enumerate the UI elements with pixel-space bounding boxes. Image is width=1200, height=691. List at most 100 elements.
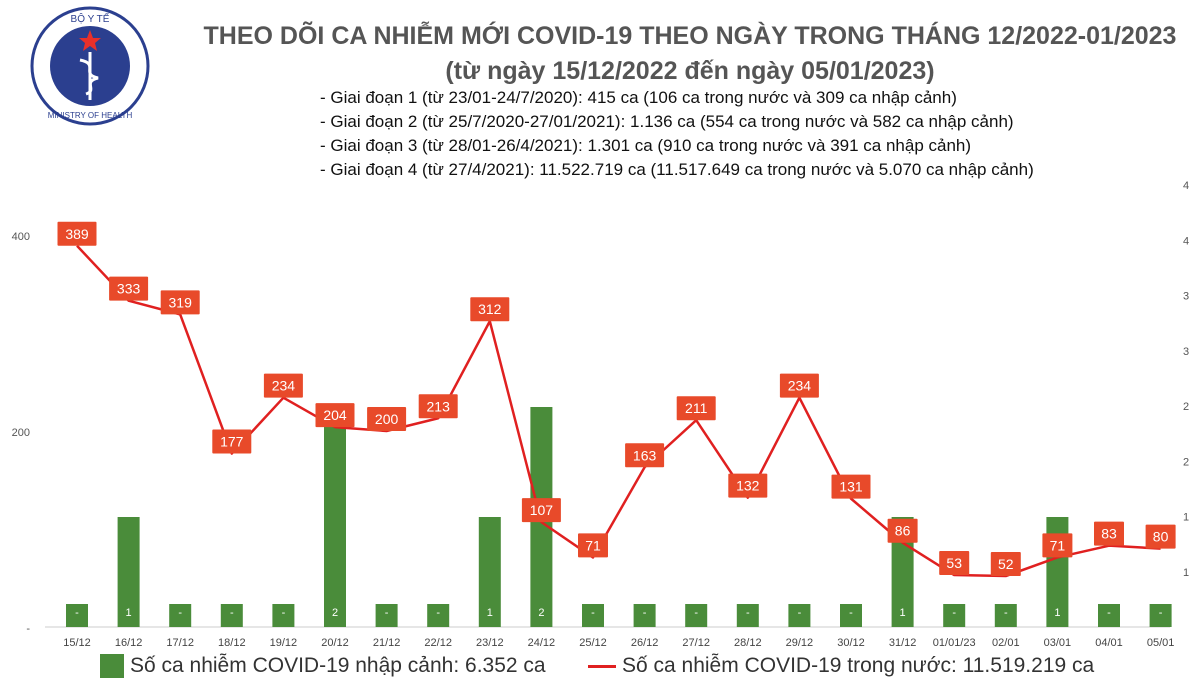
phase-note: - Giai đoạn 4 (từ 27/4/2021): 11.522.719… <box>320 160 1034 179</box>
data-label-23/12: 312 <box>478 301 502 317</box>
bar-label: 1 <box>487 607 493 619</box>
data-label-01/01/23: 53 <box>946 555 962 571</box>
legend-bar: Số ca nhiễm COVID-19 nhập cảnh: 6.352 ca <box>100 654 546 678</box>
bar-label: - <box>1107 607 1111 619</box>
data-label-27/12: 211 <box>685 400 708 416</box>
right-axis-tick: 1 <box>1183 512 1189 524</box>
bar-imported-02/01 <box>994 604 1017 627</box>
left-axis-tick: - <box>26 623 30 635</box>
left-axis-tick: 200 <box>12 427 30 439</box>
data-label-box <box>315 403 355 428</box>
data-label-box <box>990 552 1021 577</box>
data-label-box <box>160 290 200 315</box>
data-label-24/12: 107 <box>530 502 554 518</box>
legend-line-swatch <box>588 664 616 668</box>
category-tick-label: 24/12 <box>528 637 556 649</box>
bar-imported-27/12 <box>685 604 708 627</box>
chart-subtitle: (từ ngày 15/12/2022 đến ngày 05/01/2023) <box>445 57 935 85</box>
category-tick-label: 29/12 <box>786 637 814 649</box>
logo-text-top: BỘ Y TẾ <box>71 12 110 25</box>
right-axis-tick: 2 <box>1183 456 1189 468</box>
bar-imported-25/12 <box>582 604 604 627</box>
data-label-box <box>939 551 970 576</box>
data-label-02/01: 52 <box>998 556 1014 572</box>
bar-label: - <box>643 607 647 619</box>
bar-imported-17/12 <box>169 604 192 627</box>
bar-label: 1 <box>900 607 906 619</box>
bar-label: - <box>436 607 440 619</box>
bar-label: 2 <box>332 607 338 619</box>
bar-label: - <box>178 607 182 619</box>
category-tick-label: 30/12 <box>837 637 865 649</box>
data-label-31/12: 86 <box>895 523 911 539</box>
bar-label: - <box>798 607 802 619</box>
data-label-box <box>1145 524 1176 549</box>
bar-label: - <box>75 607 79 619</box>
bar-imported-31/12 <box>891 517 914 627</box>
data-label-box <box>1094 521 1124 546</box>
bar-imported-28/12 <box>736 604 759 627</box>
bar-imported-30/12 <box>840 604 862 627</box>
category-tick-label: 28/12 <box>734 637 762 649</box>
category-tick-label: 15/12 <box>63 637 91 649</box>
category-tick-label: 25/12 <box>579 637 607 649</box>
data-label-box <box>212 429 252 454</box>
data-label-box <box>470 297 510 322</box>
right-axis-tick: 1 <box>1183 567 1189 579</box>
bar-imported-29/12 <box>788 604 811 627</box>
right-axis-tick: 3 <box>1183 346 1189 358</box>
data-label-25/12: 71 <box>585 537 601 553</box>
data-label-box <box>728 473 768 498</box>
category-tick-label: 02/01 <box>992 637 1020 649</box>
data-label-box <box>57 221 97 246</box>
data-label-box <box>109 276 149 301</box>
right-axis-tick: 4 <box>1183 235 1189 247</box>
bar-imported-18/12 <box>220 604 243 627</box>
data-label-box <box>367 407 407 431</box>
legend-line: Số ca nhiễm COVID-19 trong nước: 11.519.… <box>588 654 1094 678</box>
bar-imported-16/12 <box>117 517 140 627</box>
bar-label: - <box>746 607 750 619</box>
right-axis-tick: 2 <box>1183 401 1189 413</box>
category-tick-label: 26/12 <box>631 637 659 649</box>
bar-imported-19/12 <box>272 604 295 627</box>
category-tick-label: 20/12 <box>321 637 349 649</box>
data-label-21/12: 200 <box>375 411 399 427</box>
data-label-26/12: 163 <box>633 447 657 463</box>
category-tick-label: 19/12 <box>270 637 298 649</box>
ministry-of-health-logo: BỘ Y TẾ MINISTRY OF HEALTH <box>30 6 150 126</box>
data-label-box <box>831 474 871 499</box>
data-label-box <box>625 443 665 468</box>
right-axis-tick: 4 <box>1183 180 1189 192</box>
data-label-30/12: 131 <box>839 479 863 495</box>
data-label-18/12: 177 <box>220 434 244 450</box>
bar-imported-05/01 <box>1149 604 1172 627</box>
category-tick-label: 16/12 <box>115 637 143 649</box>
category-tick-label: 21/12 <box>373 637 401 649</box>
bar-label: - <box>1004 607 1008 619</box>
phase-note: - Giai đoạn 2 (từ 25/7/2020-27/01/2021):… <box>320 112 1014 131</box>
category-tick-label: 23/12 <box>476 637 504 649</box>
bar-label: 2 <box>538 607 544 619</box>
data-label-box <box>887 518 918 543</box>
data-label-box <box>676 396 716 421</box>
category-tick-label: 03/01 <box>1044 637 1072 649</box>
logo-text-bottom: MINISTRY OF HEALTH <box>48 111 133 120</box>
bar-imported-04/01 <box>1098 604 1120 627</box>
bar-label: - <box>694 607 698 619</box>
data-label-box <box>521 498 561 523</box>
legend-bar-swatch <box>100 654 124 678</box>
series-line-domestic <box>76 244 1161 578</box>
data-label-box <box>779 373 819 398</box>
phase-notes: - Giai đoạn 1 (từ 23/01-24/7/2020): 415 … <box>320 86 1034 182</box>
category-tick-label: 01/01/23 <box>933 637 976 649</box>
bar-label: 1 <box>126 607 132 619</box>
legend-bar-label: Số ca nhiễm COVID-19 nhập cảnh: 6.352 ca <box>130 654 546 677</box>
bar-label: - <box>952 607 956 619</box>
data-label-box <box>418 394 458 419</box>
bar-imported-15/12 <box>66 604 88 627</box>
phase-note: - Giai đoạn 1 (từ 23/01-24/7/2020): 415 … <box>320 88 957 107</box>
data-label-28/12: 132 <box>736 478 760 494</box>
data-label-17/12: 319 <box>169 294 193 310</box>
